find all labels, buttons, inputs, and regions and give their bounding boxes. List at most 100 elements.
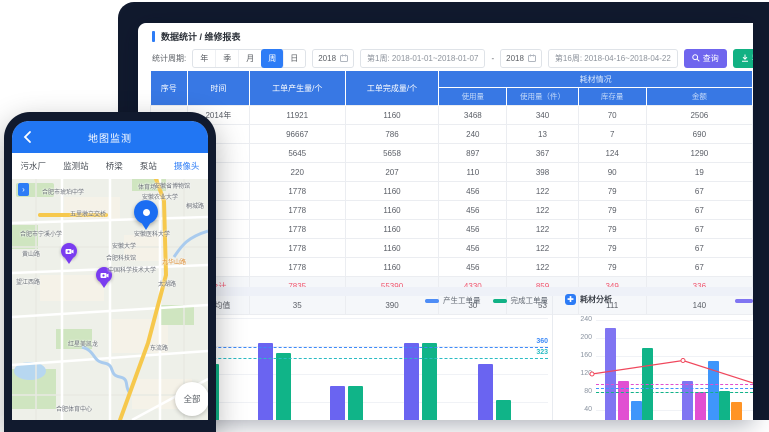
table-cell: 456 (438, 181, 508, 201)
right-chart-legend-marker (735, 299, 753, 303)
y-tick-label: 80 (584, 388, 592, 395)
right-chart-title: ✚ 耗材分析 (565, 294, 612, 305)
table-cell: 5658 (344, 143, 440, 163)
table-cell: 398 (506, 162, 579, 182)
period-option-month[interactable]: 月 (239, 49, 263, 67)
tab-sewage-plant[interactable]: 污水厂 (20, 161, 47, 171)
breadcrumb: 数据统计 / 维修报表 (152, 29, 241, 43)
legend-item-completed: 完成工单量 (492, 295, 548, 306)
table-cell: 1778 (248, 219, 346, 239)
sub-col-4: 金额 (646, 87, 753, 106)
table-cell: 690 (645, 124, 753, 144)
camera-marker[interactable] (61, 243, 77, 265)
table-cell: 30 (438, 295, 508, 315)
week-start-input[interactable]: 第1周: 2018-01-01~2018-01-07 (360, 48, 486, 68)
table-cell: 456 (438, 200, 508, 220)
period-option-day[interactable]: 日 (290, 53, 299, 63)
table-cell: 122 (506, 181, 579, 201)
table-cell: 111 (577, 295, 647, 315)
tab-bar: 污水厂 监测站 桥梁 泵站 摄像头 (12, 153, 208, 179)
map-label: 体育场 (138, 185, 157, 191)
table-cell: 70 (577, 105, 647, 125)
year-end-picker[interactable]: 2018 (500, 48, 542, 68)
camera-marker[interactable] (96, 267, 112, 289)
table-cell: 1160 (344, 105, 440, 125)
table-cell: 1778 (248, 238, 346, 258)
table-cell: 122 (506, 238, 579, 258)
table-cell: 2506 (645, 105, 753, 125)
search-icon (692, 54, 700, 62)
week-end-input[interactable]: 第16周: 2018-04-16~2018-04-22 (547, 48, 678, 68)
calendar-icon (527, 54, 536, 62)
chart-divider (552, 296, 553, 420)
map-label: 东流路 (150, 346, 169, 352)
phone-mockup: 地图监测 污水厂 监测站 桥梁 泵站 摄像头 (4, 112, 216, 432)
export-excel-button[interactable]: 导出Excel (732, 48, 753, 68)
average-refline (596, 392, 753, 393)
period-option-year[interactable]: 年 (193, 49, 217, 67)
period-label: 统计周期: (152, 53, 187, 63)
show-all-button[interactable]: 全部 (175, 382, 208, 416)
back-icon[interactable] (22, 130, 34, 144)
map-label: 合肥体育中心 (56, 407, 93, 413)
gridline (596, 338, 753, 339)
year-start-picker[interactable]: 2018 (312, 48, 355, 68)
tab-camera[interactable]: 摄像头 (173, 161, 200, 171)
average-refline (596, 387, 753, 389)
table-cell: 79 (577, 181, 647, 201)
map-label: 太湖路 (158, 282, 177, 288)
table-cell: 122 (506, 257, 579, 277)
gridline (596, 374, 753, 375)
tab-bridge[interactable]: 桥梁 (105, 161, 123, 171)
table-cell: 79 (577, 238, 647, 258)
table-cell: 79 (577, 200, 647, 220)
table-cell: 456 (438, 238, 508, 258)
map-label: 五里墩立交桥 (70, 212, 107, 218)
legend-marker (492, 298, 507, 303)
table-cell: 67 (645, 219, 753, 239)
col-header-index: 序号 (150, 71, 188, 106)
table-cell: 7 (577, 124, 647, 144)
table-cell: 1160 (344, 257, 440, 277)
gridline (596, 410, 753, 411)
col-header-created: 工单产生量/个 (249, 71, 346, 106)
sub-col-2: 使用量（件） (506, 87, 579, 106)
table-row: 8177811604561227967 (150, 238, 753, 258)
query-button[interactable]: 查询 (683, 48, 727, 68)
table-cell: 96667 (248, 124, 346, 144)
average-refline (158, 347, 548, 348)
table-cell: 67 (645, 257, 753, 277)
table-cell: 1290 (645, 143, 753, 163)
map-label: 红星美凯龙 (68, 342, 99, 348)
download-icon (741, 54, 748, 62)
period-option-week[interactable]: 周 (261, 48, 285, 68)
map-label: 安徽大学 (112, 244, 137, 250)
tab-monitor-station[interactable]: 监测站 (63, 161, 89, 171)
map-label: 望江西路 (16, 280, 41, 286)
bar-series-magenta (618, 381, 629, 420)
work-order-bar-chart: 360 323 (158, 290, 548, 420)
table-cell: 220 (248, 162, 346, 182)
bar-完成工单量 (276, 353, 291, 420)
table-cell: 1778 (248, 257, 346, 277)
y-tick-label: 160 (580, 352, 592, 359)
table-row: 296667786240137690 (150, 124, 753, 144)
map-label: 桐城路 (186, 204, 205, 210)
map-view[interactable]: › 全部 合肥市琥珀中学 体育场 安徽农业大学 安徽省博物馆 五里墩立交桥 合肥市宁溪小学… (12, 179, 208, 420)
col-header-time: 时间 (187, 71, 250, 106)
table-cell: 67 (645, 200, 753, 220)
tab-pump-station[interactable]: 泵站 (139, 161, 157, 171)
table-cell: 456 (438, 219, 508, 239)
table-cell: 79 (577, 219, 647, 239)
period-option-quarter[interactable]: 季 (216, 49, 240, 67)
selected-location-pin[interactable] (134, 200, 158, 232)
bar-series-blue (708, 360, 719, 420)
table-cell: 340 (506, 105, 579, 125)
map-label: 黄山路 (22, 252, 41, 258)
map-background (12, 179, 208, 420)
report-table: 序号 时间 工单产生量/个 工单完成量/个 耗材情况 使用量 使用量（件） 库存… (150, 71, 753, 315)
accent-bar (152, 30, 155, 42)
bar-产生工单量 (258, 342, 273, 420)
table-cell: 67 (645, 238, 753, 258)
map-expand-icon[interactable]: › (18, 183, 29, 196)
